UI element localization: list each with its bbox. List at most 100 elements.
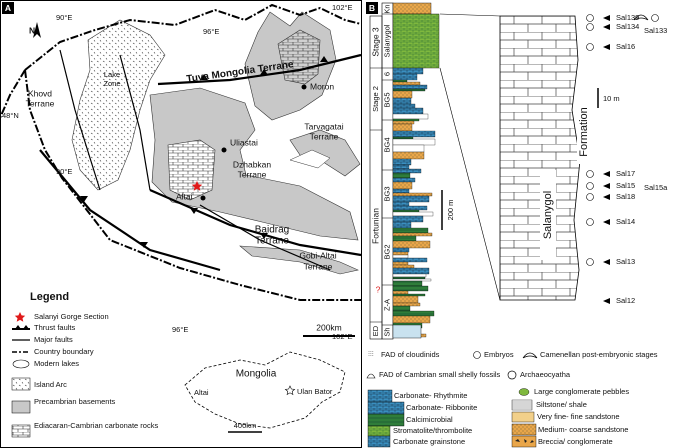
column-divider (370, 13, 393, 326)
carbonate-area (167, 139, 216, 201)
camenellan-icon (522, 352, 538, 359)
sample-arrow (603, 15, 610, 21)
sample-label: Sal13 (616, 257, 635, 266)
litho-bed (392, 310, 435, 317)
litho-bed (392, 235, 417, 242)
litho-bed (392, 247, 410, 253)
litho-bed (392, 209, 420, 213)
stage-label: Fortunian (370, 208, 380, 244)
legend-label: Major faults (34, 335, 73, 344)
lake (289, 149, 331, 169)
legend-label: Salanyi Gorge Section (34, 312, 109, 321)
litho-bed (392, 79, 408, 83)
archaeocyatha-icon (586, 218, 594, 226)
sample-label: Sal18 (616, 192, 635, 201)
major-fault (59, 49, 331, 271)
terrane-label: Lake (104, 70, 120, 79)
coordinate: 48°N (2, 111, 19, 120)
litho-bed (392, 84, 428, 90)
litho-swatch (367, 413, 405, 427)
litho-swatch (367, 389, 393, 403)
litho-bed (392, 221, 412, 229)
litho-bed (392, 192, 433, 197)
sample-label: Sal16 (616, 42, 635, 51)
log-scale-label: 10 m (603, 94, 620, 103)
sample-label: Sal14 (616, 217, 635, 226)
litho-bed (392, 315, 431, 324)
shelly-fossil-icon (366, 373, 376, 379)
archaeocyatha-icon (586, 14, 594, 22)
section-panel: B Stage 3 Stage 2 Fortunian ED ? Kn Sala… (364, 0, 684, 448)
sample-label: Sal12 (616, 296, 635, 305)
zoom-line (439, 13, 501, 301)
legend-label: Calcimicrobial (406, 415, 453, 424)
sample-arrow (603, 171, 610, 177)
litho-bed (392, 90, 413, 99)
legend-label: Large conglomerate pebbles (534, 387, 629, 396)
legend-label: Camenellan post-embryonic stages (540, 350, 658, 359)
stage-label: ED (371, 325, 380, 336)
sample-arrow (603, 24, 610, 30)
litho-bed (392, 324, 422, 339)
unit-label: BG2 (382, 244, 391, 259)
legend-label: Archaeocyatha (520, 370, 571, 379)
litho-swatch (518, 388, 530, 396)
litho-swatch (512, 401, 532, 409)
litho-bed (392, 107, 424, 115)
litho-bed (392, 280, 423, 287)
formation-label: Formation (578, 107, 590, 157)
legend-symbol (11, 424, 31, 438)
legend-label: Thrust faults (34, 323, 76, 332)
legend-label: Breccia/ conglomerate (538, 437, 613, 446)
litho-bed (392, 81, 421, 86)
litho-bed (392, 103, 416, 109)
litho-bed (392, 257, 428, 263)
unit-label: BG3 (382, 186, 391, 201)
legend-symbol (14, 312, 26, 322)
litho-bed (392, 285, 429, 292)
sample-arrow (603, 183, 610, 189)
lithology-column (392, 2, 440, 339)
camenellan-icon (633, 14, 649, 21)
litho-bed (392, 232, 433, 237)
embryo-icon (651, 14, 659, 22)
north-arrow (33, 22, 41, 38)
litho-bed (392, 305, 411, 312)
town-dot (301, 84, 307, 90)
coordinate: 96°E (172, 325, 188, 334)
legend-title: Legend (30, 291, 69, 303)
archaeocyatha-icon (586, 258, 594, 266)
litho-bed (392, 201, 410, 207)
town-dot (200, 195, 206, 201)
litho-bed (392, 215, 424, 223)
archaeocyatha-icon (586, 23, 594, 31)
litho-bed (392, 120, 415, 125)
litho-bed (392, 261, 409, 266)
litho-bed (392, 278, 432, 282)
archaeocyatha-icon (507, 370, 517, 380)
litho-swatch (511, 435, 537, 448)
litho-bed (392, 13, 440, 69)
town-label: Moron (310, 81, 334, 91)
litho-bed (392, 177, 416, 183)
stage-label: Stage 3 (370, 27, 380, 57)
litho-bed (392, 88, 426, 92)
sample-label: Sal139 (616, 13, 639, 22)
terrane-label: Terrane (255, 236, 289, 247)
legend-label: FAD of cloudinids (381, 350, 440, 359)
legend-symbol (11, 400, 31, 414)
litho-bed (392, 188, 410, 194)
litho-bed (392, 205, 428, 211)
coordinate: 90°E (56, 13, 72, 22)
legend-label: Carbonate- Ribbonite (406, 403, 477, 412)
panel-label: A (5, 3, 11, 13)
capital-star (284, 385, 296, 396)
litho-bed (392, 130, 436, 138)
legend-label: FAD of Cambrian small shelly fossils (379, 370, 501, 379)
sample-arrow (603, 298, 610, 304)
litho-bed (392, 295, 419, 304)
country-boundary (0, 3, 362, 301)
litho-swatch (511, 399, 533, 411)
litho-bed (392, 302, 421, 307)
litho-bed (392, 67, 424, 75)
